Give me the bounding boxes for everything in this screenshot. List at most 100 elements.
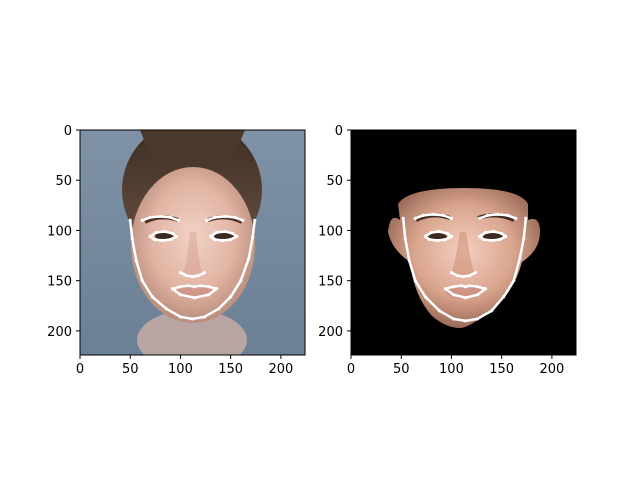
- y-tick-label: 0: [64, 124, 72, 139]
- landmark-point: [514, 216, 518, 220]
- portrait-image: [80, 130, 305, 355]
- landmark-point: [130, 236, 134, 241]
- y-tick-label: 150: [47, 275, 72, 290]
- landmark-point: [160, 238, 164, 243]
- landmark-point: [463, 319, 468, 323]
- landmark-point: [475, 293, 480, 297]
- y-tick-label: 150: [318, 275, 343, 290]
- x-tick-label: 50: [393, 362, 410, 377]
- x-tick-label: 50: [122, 362, 139, 377]
- landmark-point: [140, 218, 144, 223]
- landmark-point: [504, 234, 508, 239]
- landmark-point: [423, 234, 427, 239]
- landmark-point: [231, 231, 235, 236]
- landmark-point: [253, 218, 257, 223]
- landmark-point: [483, 230, 488, 235]
- landmark-point: [192, 285, 197, 289]
- landmark-point: [164, 307, 168, 311]
- axes-frame-left: [79, 129, 306, 356]
- landmark-point: [492, 229, 496, 234]
- landmark-point: [212, 237, 217, 242]
- y-tick-label: 50: [55, 174, 72, 189]
- masked-face-image: [351, 130, 576, 355]
- landmark-point: [459, 284, 464, 288]
- landmark-point: [170, 287, 175, 291]
- landmark-point: [168, 215, 173, 219]
- ticks-left: 0 50 100 150 200 0 50 100 150 200: [47, 124, 293, 377]
- landmark-point: [229, 237, 233, 242]
- landmark-point: [206, 293, 211, 297]
- landmark-point: [152, 237, 156, 242]
- landmark-point: [522, 236, 526, 241]
- landmark-point: [427, 237, 431, 242]
- landmark-point: [490, 309, 494, 313]
- landmark-point: [184, 274, 189, 278]
- landmark-point: [140, 279, 144, 283]
- landmark-point: [463, 296, 468, 300]
- landmark-point: [490, 238, 494, 243]
- landmark-point: [229, 295, 233, 299]
- landmark-point: [202, 271, 207, 275]
- y-tick-label: 50: [326, 174, 343, 189]
- landmark-point: [407, 258, 411, 263]
- landmark-point: [128, 218, 132, 223]
- y-tick-label: 100: [318, 224, 343, 239]
- landmark-point: [208, 234, 213, 239]
- axes-frame-right: [350, 129, 577, 356]
- x-tick-label: 100: [168, 362, 193, 377]
- landmark-point: [158, 214, 162, 218]
- landmark-point: [212, 215, 217, 219]
- landmark-point: [477, 216, 482, 220]
- landmark-point: [451, 285, 456, 289]
- landmark-point: [463, 285, 468, 289]
- landmark-point: [217, 307, 221, 311]
- landmark-point: [512, 279, 516, 283]
- landmark-point: [437, 309, 441, 313]
- landmark-point: [496, 212, 500, 216]
- landmark-point: [500, 231, 504, 236]
- landmark-point: [475, 285, 480, 289]
- landmark-point: [192, 296, 197, 300]
- landmark-point: [502, 295, 506, 299]
- landmark-point: [506, 213, 510, 217]
- landmark-point: [178, 271, 183, 275]
- y-tick-label: 200: [47, 325, 72, 340]
- landmark-point: [441, 213, 446, 217]
- landmark-point: [239, 279, 243, 283]
- landmark-point: [486, 213, 490, 217]
- landmark-point: [473, 271, 478, 275]
- landmark-point: [241, 218, 245, 223]
- x-tick-label: 0: [76, 362, 84, 377]
- landmark-point: [413, 279, 417, 283]
- landmark-point: [437, 229, 441, 234]
- landmark-point: [451, 293, 456, 297]
- landmark-point: [154, 230, 158, 235]
- landmark-point: [429, 230, 433, 235]
- landmark-point: [150, 295, 154, 299]
- landmark-point: [477, 234, 482, 239]
- landmark-point: [148, 215, 152, 219]
- landmark-point: [421, 213, 425, 217]
- landmark-point: [178, 285, 183, 289]
- left-panel: 0 50 100 150 200 0 50 100 150 200: [47, 124, 306, 377]
- landmark-point: [455, 274, 460, 278]
- landmark-point: [215, 230, 219, 235]
- landmark-point: [168, 237, 173, 242]
- landmark-point: [206, 285, 211, 289]
- landmark-point: [134, 258, 138, 263]
- landmark-point: [401, 216, 405, 220]
- landmark-point: [251, 234, 255, 239]
- landmark-point: [170, 231, 175, 236]
- landmark-point: [204, 218, 209, 223]
- landmark-point: [247, 256, 251, 261]
- landmark-point: [233, 215, 237, 219]
- landmark-point: [198, 284, 203, 288]
- landmark-point: [223, 214, 227, 218]
- y-tick-label: 200: [318, 325, 343, 340]
- x-tick-label: 200: [268, 362, 293, 377]
- landmark-point: [413, 216, 417, 220]
- x-tick-label: 100: [439, 362, 464, 377]
- landmark-point: [223, 229, 227, 234]
- landmark-point: [215, 287, 219, 291]
